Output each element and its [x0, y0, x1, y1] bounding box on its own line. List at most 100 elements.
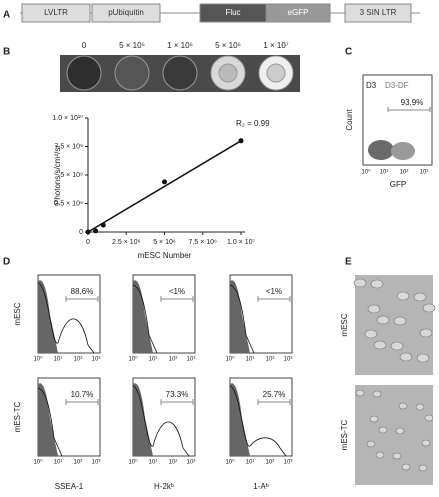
hist-tick-label: 10³	[284, 460, 293, 466]
hist-tick-label: 10¹	[246, 460, 255, 466]
panel-label: E	[345, 257, 352, 268]
y-tick-label: 5 × 10⁹	[60, 172, 83, 179]
x-tick-label: 1.0 × 10⁷	[227, 239, 255, 246]
percent-label: <1%	[169, 287, 185, 296]
flow-tick-label: 10¹	[380, 170, 389, 176]
histogram-sample	[37, 387, 63, 457]
flow-tick-label: 10²	[400, 170, 409, 176]
hist-tick-label: 10³	[284, 357, 293, 363]
point	[93, 228, 99, 234]
histogram-sample	[37, 282, 95, 354]
well-signal	[266, 63, 286, 83]
hist-tick-label: 10⁰	[128, 459, 138, 466]
x-axis-label: mESC Number	[138, 251, 192, 260]
cell	[422, 303, 436, 313]
hist-tick-label: 10³	[187, 357, 196, 363]
y-tick-label: 1.0 × 10¹⁰	[52, 114, 83, 122]
cell	[416, 353, 430, 363]
construct-box	[91, 3, 161, 23]
construct-box	[265, 3, 331, 23]
cell	[392, 452, 402, 460]
bracket	[257, 296, 291, 302]
bracket	[160, 399, 194, 405]
blob-d3df	[391, 142, 415, 160]
hist-tick-label: 10²	[74, 357, 83, 363]
construct-box	[21, 3, 91, 23]
histogram-sample	[229, 284, 255, 354]
cell	[369, 415, 379, 423]
histogram-control	[133, 280, 153, 353]
bracket	[65, 399, 99, 405]
cell	[399, 352, 413, 362]
bracket	[257, 399, 291, 405]
column-label: SSEA-1	[55, 482, 84, 491]
percent-label: 25.7%	[263, 390, 286, 399]
y-tick-label: 0	[79, 229, 83, 236]
histogram-sample	[132, 284, 158, 354]
well	[114, 55, 150, 91]
flow-bracket	[387, 107, 431, 112]
hist-tick-label: 10⁰	[33, 356, 43, 363]
cell	[366, 440, 376, 448]
bracket	[160, 296, 194, 302]
x-tick-label: 7.5 × 10⁶	[189, 239, 217, 246]
hist-tick-label: 10⁰	[225, 459, 235, 466]
cell	[373, 340, 387, 350]
cell	[395, 427, 405, 435]
histogram-control	[38, 383, 58, 456]
hist-tick-label: 10²	[266, 357, 275, 363]
micrograph-label: mESC	[340, 313, 349, 336]
histogram-control	[133, 383, 153, 456]
hist-tick-label: 10²	[74, 460, 83, 466]
well-signal	[218, 63, 238, 83]
cell	[415, 403, 425, 411]
percent-label: 88.6%	[71, 287, 94, 296]
cell	[390, 341, 404, 351]
percent-label: 73.3%	[166, 390, 189, 399]
hist-tick-label: 10²	[169, 460, 178, 466]
y-axis-label: Photons/s/cm²/sr	[53, 145, 62, 205]
hist-tick-label: 10²	[266, 460, 275, 466]
hist-tick-label: 10²	[169, 357, 178, 363]
well-label: 5 × 10⁶	[215, 41, 241, 50]
histogram-control	[230, 280, 250, 353]
well-label: 5 × 10⁵	[119, 41, 145, 50]
panel-label: A	[3, 10, 10, 21]
cell	[378, 426, 388, 434]
cell	[421, 439, 431, 447]
row-label: mESC	[13, 302, 22, 325]
hist-tick-label: 10¹	[246, 357, 255, 363]
hist-tick-label: 10¹	[149, 460, 158, 466]
hist-tick-label: 10¹	[54, 460, 63, 466]
histogram-control	[230, 383, 250, 456]
cell	[413, 292, 427, 302]
hist-tick-label: 10³	[187, 460, 196, 466]
construct-label: LVLTR	[44, 8, 68, 17]
panel-label: D	[3, 257, 10, 268]
well-label: 1 × 10⁶	[167, 41, 193, 50]
percent-label: <1%	[266, 287, 282, 296]
micrograph-label: mES-TC	[340, 419, 349, 450]
y-tick-label: 2.5 × 10⁹	[55, 200, 84, 207]
cell	[376, 315, 390, 325]
hist-tick-label: 10¹	[149, 357, 158, 363]
panel-label: B	[3, 47, 10, 58]
flow-label: D3-DF	[385, 81, 409, 90]
cell	[393, 316, 407, 326]
histogram-sample	[132, 385, 190, 457]
point	[85, 229, 91, 235]
row-label: mES-TC	[13, 401, 22, 432]
construct-label: eGFP	[288, 8, 309, 17]
construct-label: pUbiquitin	[108, 8, 144, 17]
flow-xlabel: GFP	[390, 180, 406, 189]
cell	[424, 414, 434, 422]
x-tick-label: 5 × 10⁶	[153, 239, 176, 246]
hist-tick-label: 10⁰	[128, 356, 138, 363]
x-tick-label: 2.5 × 10⁶	[112, 239, 140, 246]
flow-percent: 93.9%	[401, 98, 424, 107]
well	[162, 55, 198, 91]
construct-label: 3 SIN LTR	[360, 8, 397, 17]
construct-label: Fluc	[225, 8, 240, 17]
hist-tick-label: 10⁰	[33, 459, 43, 466]
